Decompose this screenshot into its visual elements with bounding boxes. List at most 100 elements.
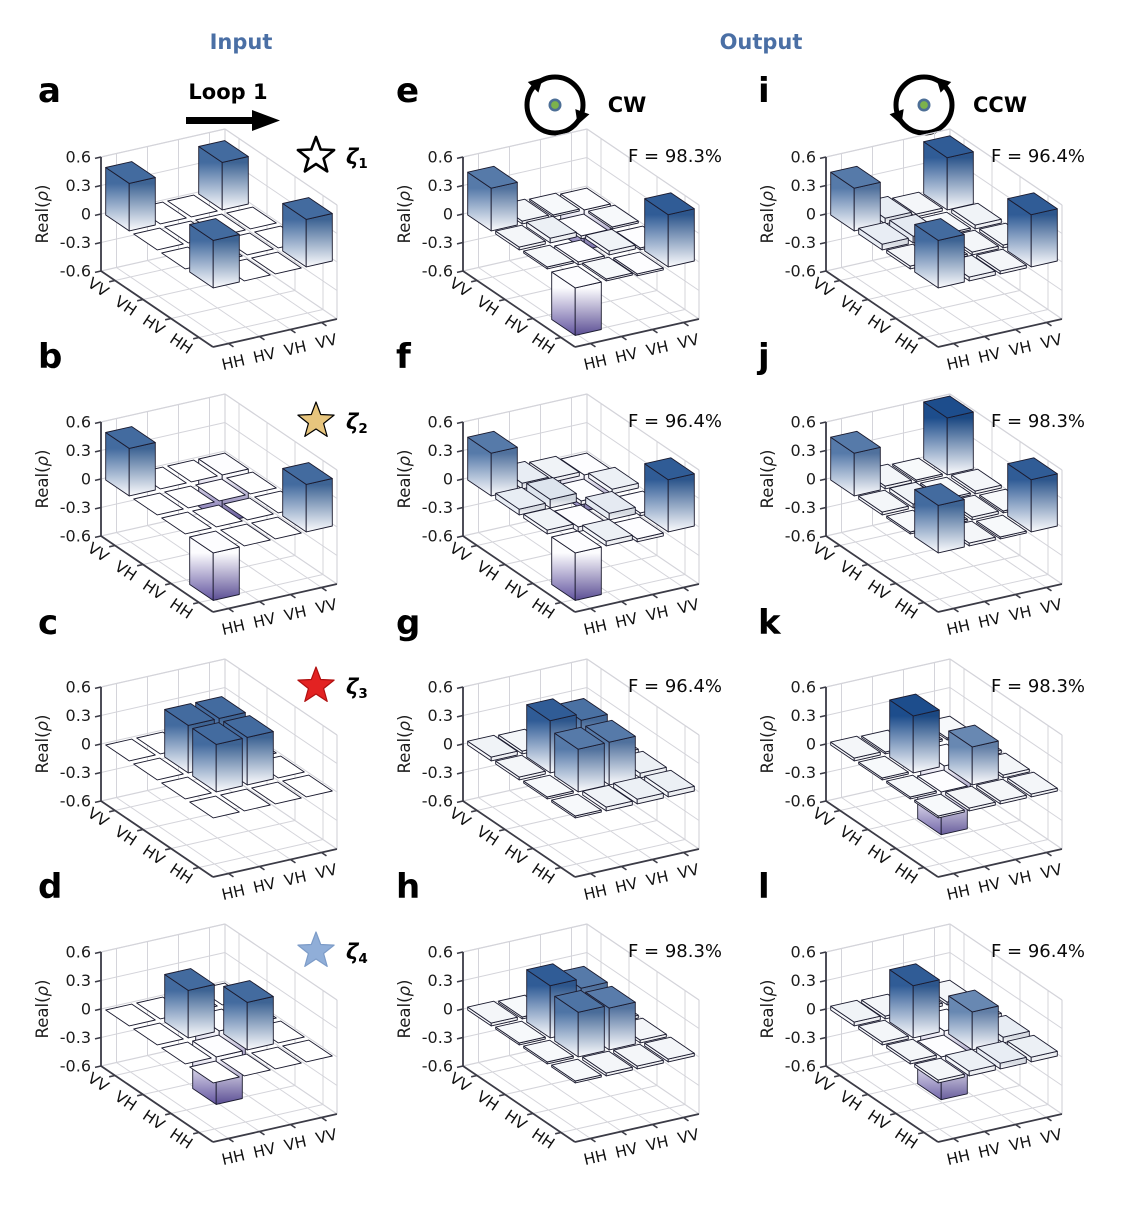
z-tick-label: -0.3	[785, 233, 816, 252]
zeta2-star-icon	[297, 401, 335, 438]
panel-letter-e: e	[396, 71, 420, 111]
y-axis-tick-label: HH	[166, 595, 195, 623]
x-axis-tick-label: HH	[945, 881, 972, 904]
x-axis-tick-label: HV	[252, 609, 278, 632]
fidelity-label: F = 96.4%	[991, 146, 1085, 167]
ccw-label: CCW	[973, 93, 1027, 117]
x-axis-tick-label: VH	[283, 602, 309, 625]
x-axis-tick-label: VH	[645, 602, 671, 625]
y-axis-tick-label: VH	[111, 292, 140, 319]
x-axis-tick-label: VV	[676, 595, 701, 617]
x-axis-tick-label: HH	[582, 351, 609, 374]
z-tick-label: -0.6	[785, 262, 816, 281]
x-axis-tick-label: HH	[582, 881, 609, 904]
y-axis-tick-label: HH	[166, 330, 195, 358]
state-label: ζ4	[346, 940, 368, 967]
z-tick-label: -0.3	[422, 233, 453, 252]
z-axis-title: Real(ρ)	[758, 185, 777, 244]
x-axis-tick-label: HH	[220, 351, 247, 374]
z-tick-label: 0.3	[66, 441, 91, 460]
z-tick-label: 0.6	[791, 413, 816, 432]
x-axis-tick-label: HH	[220, 881, 247, 904]
y-axis-tick-label: HH	[891, 595, 920, 623]
z-tick-label: -0.3	[422, 498, 453, 517]
photon-dot-icon	[917, 98, 931, 112]
y-axis-tick-label: HH	[891, 1125, 920, 1153]
fidelity-label: F = 98.3%	[628, 146, 722, 167]
y-axis-tick-label: VH	[111, 557, 140, 584]
panel-letter-a: a	[38, 71, 61, 111]
z-tick-label: 0.6	[428, 148, 453, 167]
x-axis-tick-label: VV	[314, 1125, 339, 1147]
z-axis-title: Real(ρ)	[395, 980, 414, 1039]
z-tick-label: 0	[81, 470, 91, 489]
z-axis-title: Real(ρ)	[33, 185, 52, 244]
axis-lines	[94, 686, 338, 878]
x-axis-tick-label: HH	[945, 616, 972, 639]
x-axis-tick-label: VV	[676, 1125, 701, 1147]
y-axis-tick-label: HH	[528, 1125, 557, 1153]
axis-lines	[456, 686, 700, 878]
bars	[467, 165, 695, 336]
y-axis-tick-label: VH	[836, 1087, 865, 1114]
loop-arrow-icon	[186, 110, 280, 131]
z-tick-label: -0.6	[422, 527, 453, 546]
y-axis-tick-label: HV	[501, 1106, 530, 1134]
z-axis-title: Real(ρ)	[758, 450, 777, 509]
z-tick-label: 0.3	[428, 176, 453, 195]
y-axis-tick-label: VH	[836, 292, 865, 319]
bars	[105, 968, 333, 1105]
z-tick-label: 0.6	[66, 148, 91, 167]
z-tick-label: -0.6	[785, 792, 816, 811]
state-label: ζ3	[346, 675, 368, 702]
z-tick-label: 0	[443, 470, 453, 489]
z-tick-label: 0.6	[66, 943, 91, 962]
x-axis-tick-label: VV	[314, 330, 339, 352]
x-axis-tick-label: VH	[645, 867, 671, 890]
x-axis-tick-label: HH	[582, 1146, 609, 1169]
y-axis-tick-label: VH	[111, 822, 140, 849]
x-axis-tick-label: VH	[283, 867, 309, 890]
x-axis-tick-label: HH	[220, 616, 247, 639]
z-tick-label: -0.6	[60, 262, 91, 281]
z-tick-label: -0.6	[422, 262, 453, 281]
x-axis-tick-label: HV	[614, 1139, 640, 1162]
panel-letter-h: h	[396, 867, 421, 907]
panel-letter-i: i	[758, 71, 770, 111]
y-axis-tick-label: HV	[864, 1106, 893, 1134]
z-axis-title: Real(ρ)	[395, 450, 414, 509]
fidelity-label: F = 98.3%	[991, 676, 1085, 697]
y-axis-tick-label: HV	[864, 311, 893, 339]
y-axis-tick-label: VH	[473, 292, 502, 319]
bars	[105, 140, 333, 289]
state-label: ζ2	[346, 410, 368, 437]
z-tick-label: 0	[81, 735, 91, 754]
panel-letter-g: g	[396, 603, 421, 643]
z-tick-label: 0.6	[791, 943, 816, 962]
z-tick-label: 0.3	[66, 176, 91, 195]
panel-letter-l: l	[758, 867, 770, 907]
z-axis-title: Real(ρ)	[33, 980, 52, 1039]
z-tick-label: -0.3	[422, 1028, 453, 1047]
y-axis-tick-label: HH	[528, 595, 557, 623]
x-axis-tick-label: HV	[614, 874, 640, 897]
bars	[105, 426, 333, 601]
bars	[830, 135, 1058, 289]
y-axis-tick-label: HV	[864, 841, 893, 869]
axis-lines	[819, 686, 1063, 878]
x-axis-tick-label: HH	[582, 616, 609, 639]
z-tick-label: -0.3	[60, 763, 91, 782]
z-tick-label: -0.6	[422, 1057, 453, 1076]
x-axis-tick-label: VV	[676, 860, 701, 882]
y-axis-tick-label: VH	[836, 822, 865, 849]
z-tick-label: 0	[443, 735, 453, 754]
x-axis-tick-label: HV	[614, 609, 640, 632]
y-axis-tick-label: VH	[836, 557, 865, 584]
y-axis-tick-label: HH	[891, 860, 920, 888]
fidelity-label: F = 98.3%	[991, 411, 1085, 432]
